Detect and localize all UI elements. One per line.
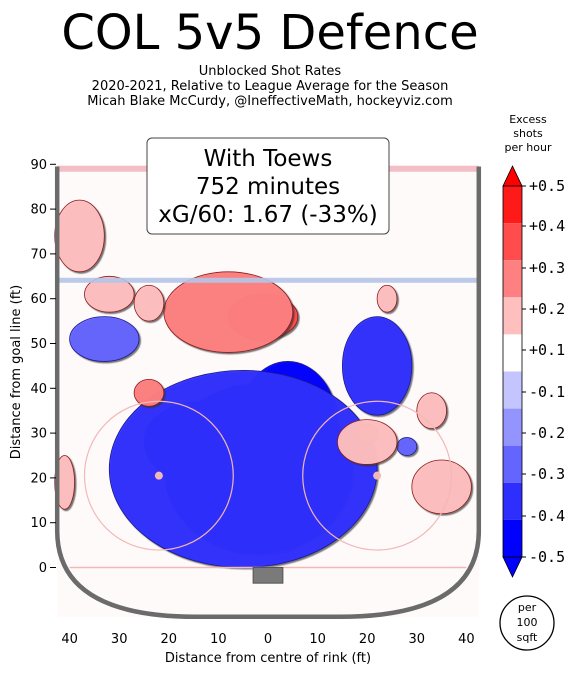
colorbar-band-8 [503, 445, 522, 483]
y-axis-label: Distance from goal line (ft) [9, 285, 24, 459]
heatmap-region-11 [84, 275, 135, 313]
unit-line-3: sqft [517, 631, 538, 644]
colorbar-band-4 [503, 297, 522, 335]
colorbar-top-arrow [502, 165, 523, 187]
colorbar-title-3: per hour [505, 141, 552, 154]
y-tick-label-7: 60 [30, 292, 47, 307]
y-tick-label-3: 20 [30, 471, 47, 486]
y-tick-label-8: 70 [30, 247, 47, 262]
heatmap-region-6 [69, 316, 140, 362]
colorbar-title-1: Excess [509, 113, 547, 126]
unit-badge: per 100 sqft [499, 595, 555, 651]
heatmap-region-13 [133, 378, 165, 407]
heatmap-region-10 [54, 199, 105, 273]
info-line-3: xG/60: 1.67 (-33%) [158, 202, 377, 228]
x-tick-label-4: 10 [210, 632, 227, 647]
faceoff-circle-left [83, 400, 234, 551]
goal-net [252, 567, 284, 584]
rink-boards [54, 166, 482, 620]
colorbar-band-1 [503, 186, 522, 224]
heatmap-region-15 [337, 419, 398, 465]
info-line-1: With Toews [204, 146, 333, 172]
x-tick-label-7: 20 [359, 632, 376, 647]
heatmap-region-18 [54, 455, 75, 510]
colorbar-tick-label-7: -0.2 [529, 424, 565, 442]
x-tick-label-6: 10 [309, 632, 326, 647]
colorbar-tick-label-4: +0.2 [529, 300, 565, 318]
y-tick-label-2: 10 [30, 516, 47, 531]
unit-line-2: 100 [517, 616, 538, 629]
blue-line [57, 277, 479, 283]
heatmap-region-17 [416, 392, 447, 430]
y-tick-label-4: 30 [30, 427, 47, 442]
info-line-2: 752 minutes [196, 174, 340, 200]
y-tick-label-1: 0 [39, 561, 47, 576]
x-tick-label-1: 40 [61, 632, 78, 647]
colorbar-tick-label-10: -0.5 [529, 548, 565, 566]
x-axis-label: Distance from centre of rink (ft) [165, 651, 371, 666]
colorbar-tick-label-5: +0.1 [529, 341, 565, 359]
y-tick-label-10: 90 [30, 158, 47, 173]
x-tick-label-9: 40 [458, 632, 475, 647]
heatmap-region-7 [396, 437, 418, 456]
x-tick-label-5: 0 [264, 632, 272, 647]
colorbar-tick-label-6: -0.1 [529, 383, 565, 401]
heatmap-region-12 [133, 284, 165, 322]
subtitle-line-2: 2020-2021, Relative to League Average fo… [91, 79, 449, 94]
heatmap-region-19 [376, 284, 398, 313]
colorbar-frame [502, 185, 523, 558]
heatmap-region-16 [411, 459, 472, 515]
colorbar-band-6 [503, 371, 522, 409]
subtitle-line-1: Unblocked Shot Rates [198, 64, 342, 79]
heatmap-region-9 [163, 271, 294, 353]
x-tick-label-8: 30 [409, 632, 426, 647]
colorbar-band-10 [503, 519, 522, 557]
colorbar-title-2: shots [513, 127, 543, 140]
y-tick-label-6: 50 [30, 337, 47, 352]
colorbar-band-5 [503, 334, 522, 372]
faceoff-dot-left [154, 471, 163, 480]
heatmap-region-5 [341, 316, 413, 416]
colorbar-band-2 [503, 223, 522, 261]
y-axis-ticks: 0 10 20 30 40 50 60 70 80 90 [30, 158, 56, 576]
colorbar-band-3 [503, 260, 522, 298]
colorbar-bottom-arrow [502, 556, 523, 578]
colorbar-band-7 [503, 408, 522, 446]
colorbar-band-9 [503, 482, 522, 520]
x-tick-label-3: 20 [161, 632, 178, 647]
info-box: With Toews 752 minutes xG/60: 1.67 (-33%… [146, 137, 390, 235]
colorbar-tick-label-9: -0.4 [529, 507, 565, 525]
y-tick-label-9: 80 [30, 203, 47, 218]
y-tick-label-5: 40 [30, 382, 47, 397]
x-axis-ticks: 40 30 20 10 0 10 20 30 40 [61, 632, 474, 647]
faceoff-dot-right [373, 471, 382, 480]
chart-title: COL 5v5 Defence [61, 5, 479, 61]
colorbar-tick-label-1: +0.5 [529, 177, 565, 195]
x-tick-label-2: 30 [111, 632, 128, 647]
colorbar-tick-label-3: +0.3 [529, 259, 565, 277]
colorbar: Excess shots per hour +0.5 +0.4 +0.3 +0.2 +0… [502, 113, 565, 578]
subtitle-line-3: Micah Blake McCurdy, @IneffectiveMath, h… [87, 94, 453, 109]
colorbar-tick-label-2: +0.4 [529, 217, 565, 235]
colorbar-tick-label-8: -0.3 [529, 465, 565, 483]
faceoff-circle-right [302, 400, 453, 551]
unit-line-1: per [518, 601, 537, 614]
